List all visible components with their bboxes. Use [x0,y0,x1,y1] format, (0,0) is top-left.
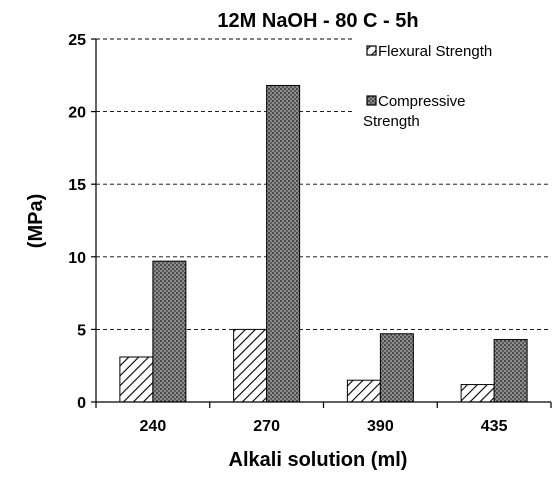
y-tick-label: 25 [68,32,86,49]
legend-label-compressive: Compressive [378,93,466,110]
legend-label-flexural: Flexural Strength [378,43,492,60]
y-tick-label: 20 [68,105,86,122]
bar-compressive-240 [152,260,187,403]
bar-compressive-435 [493,339,528,403]
x-tick-label: 270 [253,418,280,435]
bar-flexural-240 [119,356,154,403]
bar-flexural-270 [233,328,268,403]
y-tick-label: 5 [77,322,86,339]
y-axis-title: (MPa) [25,194,47,248]
legend-swatch-compressive [366,95,377,106]
legend-background [352,37,550,137]
legend-label-compressive: Strength [363,113,420,130]
bars [119,84,528,403]
bar-flexural-390 [346,379,381,403]
y-tick-label: 15 [68,177,86,194]
x-axis-ticks: 240 270 390 435 [95,402,552,435]
legend-swatch-flexural [366,45,377,56]
x-tick-label: 435 [481,418,508,435]
bar-compressive-390 [379,333,414,403]
y-tick-label: 10 [68,250,86,267]
y-axis-ticks: 0 5 10 15 20 25 [68,32,96,412]
bar-compressive-270 [266,84,301,403]
legend: Flexural Strength Compressive Strength [352,37,550,137]
bar-flexural-435 [460,384,495,403]
y-tick-label: 0 [77,395,86,412]
x-axis-title: Alkali solution (ml) [229,449,408,471]
x-tick-label: 390 [367,418,394,435]
x-tick-label: 240 [140,418,167,435]
chart-title: 12M NaOH - 80 C - 5h [217,10,418,32]
